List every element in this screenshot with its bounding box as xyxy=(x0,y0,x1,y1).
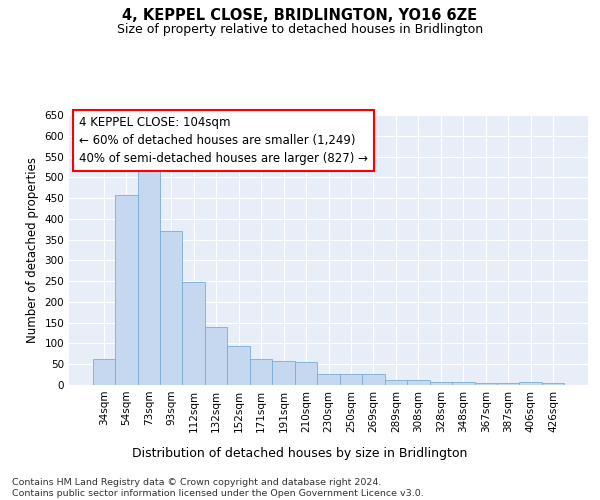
Bar xyxy=(475,383,497,385)
Bar xyxy=(542,383,565,385)
Bar xyxy=(452,382,475,385)
Bar xyxy=(407,380,430,385)
Bar xyxy=(340,374,362,385)
Bar xyxy=(385,380,407,385)
Bar xyxy=(227,346,250,385)
Bar xyxy=(137,170,160,385)
Bar xyxy=(160,232,182,385)
Bar xyxy=(430,382,452,385)
Bar xyxy=(115,195,137,385)
Text: 4, KEPPEL CLOSE, BRIDLINGTON, YO16 6ZE: 4, KEPPEL CLOSE, BRIDLINGTON, YO16 6ZE xyxy=(122,8,478,22)
Bar xyxy=(92,359,115,385)
Bar xyxy=(250,359,272,385)
Text: Contains HM Land Registry data © Crown copyright and database right 2024.
Contai: Contains HM Land Registry data © Crown c… xyxy=(12,478,424,498)
Bar xyxy=(520,382,542,385)
Text: Size of property relative to detached houses in Bridlington: Size of property relative to detached ho… xyxy=(117,22,483,36)
Y-axis label: Number of detached properties: Number of detached properties xyxy=(26,157,39,343)
Text: 4 KEPPEL CLOSE: 104sqm
← 60% of detached houses are smaller (1,249)
40% of semi-: 4 KEPPEL CLOSE: 104sqm ← 60% of detached… xyxy=(79,116,368,166)
Bar xyxy=(182,282,205,385)
Bar xyxy=(295,362,317,385)
Text: Distribution of detached houses by size in Bridlington: Distribution of detached houses by size … xyxy=(133,448,467,460)
Bar xyxy=(317,374,340,385)
Bar xyxy=(272,361,295,385)
Bar xyxy=(497,383,520,385)
Bar xyxy=(362,374,385,385)
Bar xyxy=(205,327,227,385)
